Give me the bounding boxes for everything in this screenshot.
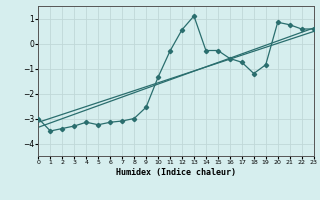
X-axis label: Humidex (Indice chaleur): Humidex (Indice chaleur) — [116, 168, 236, 177]
